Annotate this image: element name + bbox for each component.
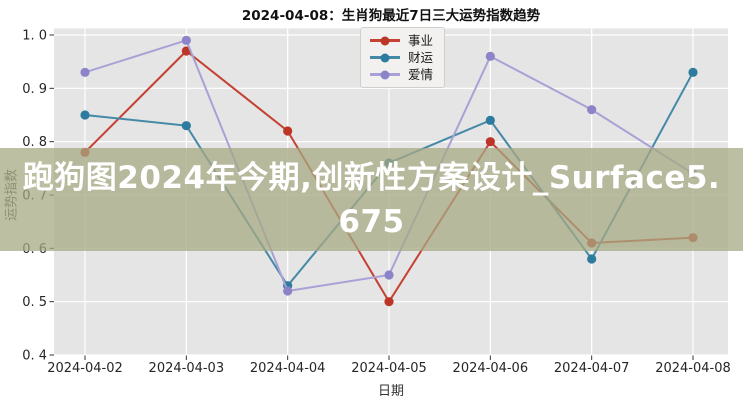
data-point-love	[384, 270, 394, 280]
data-point-career	[283, 126, 293, 136]
y-tick-label: 1. 0	[22, 29, 47, 44]
x-tick-label: 2024-04-02	[47, 361, 123, 376]
y-tick-label: 0. 4	[22, 349, 47, 364]
y-tick-label: 0. 9	[22, 82, 47, 97]
x-tick-label: 2024-04-08	[655, 361, 731, 376]
x-tick-label: 2024-04-07	[554, 361, 630, 376]
chart-title: 2024-04-08：生肖狗最近7日三大运势指数趋势	[241, 8, 541, 24]
data-point-wealth	[80, 110, 90, 120]
legend-item-career: 事业	[370, 33, 433, 48]
legend: 事业 财运 爱情	[360, 27, 446, 88]
watermark-line-1: 跑狗图2024年今期,创新性方案设计_Surface5.	[22, 159, 721, 196]
data-point-love	[587, 105, 597, 115]
y-tick-label: 0. 8	[22, 135, 47, 150]
watermark-banner: 跑狗图2024年今期,创新性方案设计_Surface5. 675	[0, 148, 743, 251]
legend-item-love: 爱情	[370, 67, 433, 82]
legend-marker-career	[370, 36, 400, 45]
legend-marker-love	[370, 70, 400, 79]
legend-item-wealth: 财运	[370, 50, 433, 65]
data-point-love	[80, 67, 90, 77]
x-tick-label: 2024-04-04	[250, 361, 326, 376]
data-point-career	[485, 137, 495, 147]
legend-label-wealth: 财运	[408, 50, 434, 65]
data-point-wealth	[181, 121, 191, 131]
data-point-career	[384, 297, 394, 307]
watermark-line-2: 675	[338, 203, 405, 240]
x-tick-label: 2024-04-06	[453, 361, 529, 376]
x-tick-label: 2024-04-05	[351, 361, 427, 376]
data-point-career	[181, 46, 191, 56]
y-tick-label: 0. 5	[22, 295, 47, 310]
x-axis-label: 日期	[377, 384, 404, 399]
legend-label-career: 事业	[408, 33, 434, 48]
legend-label-love: 爱情	[408, 67, 434, 82]
data-point-wealth	[485, 115, 495, 125]
x-tick-label: 2024-04-03	[149, 361, 225, 376]
legend-marker-wealth	[370, 53, 400, 62]
data-point-wealth	[688, 67, 698, 77]
data-point-love	[283, 286, 293, 296]
data-point-wealth	[587, 254, 597, 264]
data-point-love	[485, 51, 495, 61]
data-point-love	[181, 35, 191, 45]
